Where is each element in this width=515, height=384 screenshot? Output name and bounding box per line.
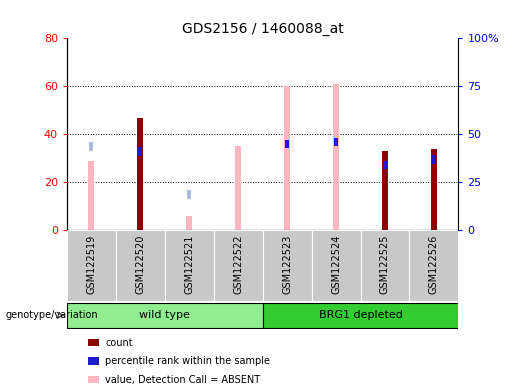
Bar	[431, 149, 437, 230]
Text: GSM122522: GSM122522	[233, 235, 243, 294]
Bar	[187, 190, 191, 199]
Bar	[139, 147, 142, 156]
Text: percentile rank within the sample: percentile rank within the sample	[105, 356, 270, 366]
Text: GSM122521: GSM122521	[184, 235, 194, 294]
Bar	[284, 86, 290, 230]
Bar	[383, 161, 387, 169]
Bar	[116, 230, 165, 301]
Bar	[235, 146, 241, 230]
Bar	[90, 142, 93, 151]
Bar	[165, 230, 214, 301]
Bar	[360, 230, 409, 301]
Bar	[409, 230, 458, 301]
Title: GDS2156 / 1460088_at: GDS2156 / 1460088_at	[182, 22, 344, 36]
Bar	[334, 138, 338, 146]
Text: GSM122524: GSM122524	[331, 235, 341, 294]
Bar	[263, 230, 312, 301]
Text: GSM122520: GSM122520	[135, 235, 145, 294]
Text: count: count	[105, 338, 133, 348]
Bar	[186, 216, 192, 230]
Text: GSM122519: GSM122519	[87, 235, 96, 294]
Bar	[432, 155, 436, 164]
Bar	[312, 230, 360, 301]
Text: wild type: wild type	[140, 310, 190, 320]
Bar	[138, 118, 143, 230]
Bar	[263, 303, 458, 328]
Text: GSM122526: GSM122526	[429, 235, 439, 294]
Text: genotype/variation: genotype/variation	[5, 310, 98, 320]
Bar	[67, 230, 116, 301]
Bar	[382, 151, 388, 230]
Bar	[214, 230, 263, 301]
Bar	[67, 303, 263, 328]
Text: value, Detection Call = ABSENT: value, Detection Call = ABSENT	[105, 375, 260, 384]
Text: GSM122525: GSM122525	[380, 235, 390, 294]
Bar	[333, 84, 339, 230]
Bar	[285, 140, 289, 148]
Text: GSM122523: GSM122523	[282, 235, 292, 294]
Bar	[89, 161, 94, 230]
Text: BRG1 depleted: BRG1 depleted	[319, 310, 402, 320]
